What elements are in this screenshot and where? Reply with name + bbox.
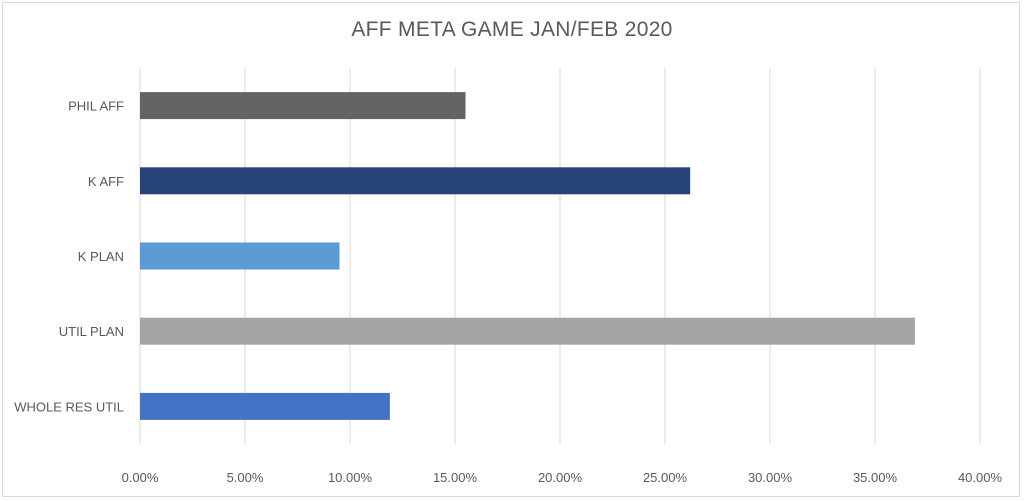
- category-label: UTIL PLAN: [59, 324, 124, 339]
- chart-title: AFF META GAME JAN/FEB 2020: [351, 18, 673, 41]
- bar: [140, 92, 466, 120]
- x-tick-label: 20.00%: [538, 470, 583, 485]
- bar: [140, 242, 340, 270]
- category-label: PHIL AFF: [68, 99, 124, 114]
- category-labels: PHIL AFF K AFF K PLAN UTIL PLAN WHOLE RES UT…: [14, 99, 124, 415]
- bar: [140, 167, 691, 195]
- x-tick-label: 15.00%: [433, 470, 478, 485]
- x-tick-label: 35.00%: [853, 470, 898, 485]
- gridlines: [139, 68, 981, 444]
- x-tick-label: 0.00%: [122, 470, 159, 485]
- bar: [140, 392, 390, 420]
- x-tick-label: 5.00%: [227, 470, 264, 485]
- x-axis-tick-labels: 0.00% 5.00% 10.00% 15.00% 20.00% 25.00% 30.00%…: [122, 470, 1003, 485]
- category-label: K PLAN: [78, 249, 124, 264]
- category-label: K AFF: [88, 174, 124, 189]
- x-tick-label: 25.00%: [643, 470, 688, 485]
- bar: [140, 317, 915, 345]
- x-tick-label: 10.00%: [328, 470, 373, 485]
- x-tick-label: 30.00%: [748, 470, 793, 485]
- category-label: WHOLE RES UTIL: [14, 399, 124, 414]
- x-tick-label: 40.00%: [958, 470, 1003, 485]
- bars: [140, 92, 915, 420]
